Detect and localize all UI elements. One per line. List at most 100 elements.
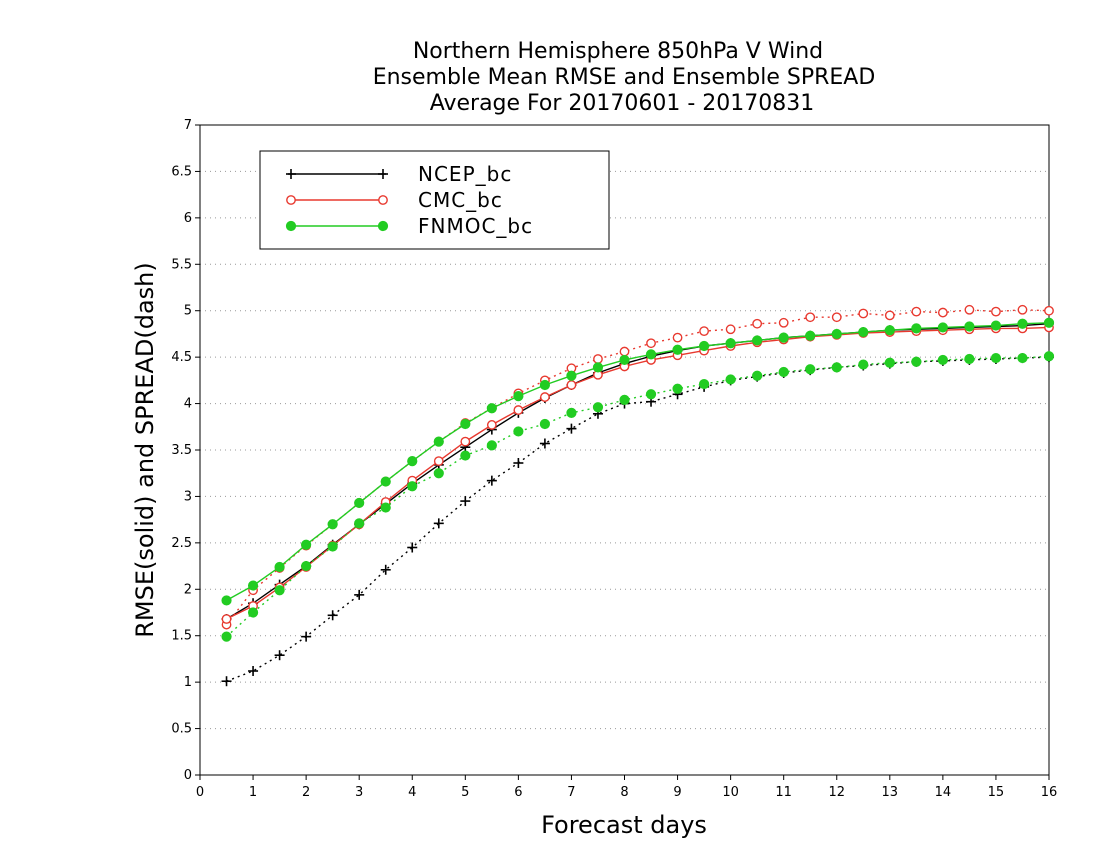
x-tick-label: 11 xyxy=(775,785,792,800)
series-ncep-bc-spread-point xyxy=(539,438,550,449)
x-tick-label: 16 xyxy=(1041,785,1058,800)
series-cmc-bc-spread-point xyxy=(725,324,736,335)
legend-marker-ncep-bc xyxy=(286,169,296,179)
series-fnmoc-bc-rmse-point xyxy=(698,340,710,352)
series-fnmoc-bc-rmse-point xyxy=(301,539,312,550)
x-tick-label: 4 xyxy=(408,785,416,800)
legend-marker-ncep-bc xyxy=(378,169,388,179)
series-fnmoc-bc-spread-point xyxy=(698,378,710,390)
series-fnmoc-bc-rmse-point xyxy=(858,326,869,338)
series-cmc-bc-spread-point xyxy=(991,306,1001,317)
chart-title-line-1: Northern Hemisphere 850hPa V Wind xyxy=(413,39,823,64)
y-tick-label: 0 xyxy=(184,768,192,783)
series-cmc-bc-spread-point xyxy=(911,306,922,317)
legend-label-cmc-bc: CMC_bc xyxy=(418,188,503,212)
x-tick-label: 1 xyxy=(249,785,257,800)
series-fnmoc-bc-spread-point xyxy=(725,374,736,385)
series-cmc-bc-rmse-point xyxy=(433,456,444,467)
y-tick-label: 2.5 xyxy=(171,536,192,551)
x-tick-label: 7 xyxy=(567,785,575,800)
series-fnmoc-bc-rmse-point xyxy=(274,561,285,573)
y-tick-label: 5.5 xyxy=(171,257,192,272)
series-cmc-bc-spread-point xyxy=(672,332,683,343)
series-fnmoc-bc-spread-point xyxy=(937,354,948,366)
series-cmc-bc-spread-point xyxy=(831,312,842,323)
series-fnmoc-bc-rmse-point xyxy=(566,370,577,381)
series-fnmoc-bc-rmse-point xyxy=(380,476,391,487)
series-fnmoc-bc-spread-point xyxy=(221,631,232,642)
series-ncep-bc-spread-point xyxy=(460,496,471,507)
x-tick-label: 12 xyxy=(828,785,845,800)
series-ncep-bc-spread-point xyxy=(486,475,497,486)
x-tick-label: 5 xyxy=(461,785,469,800)
series-fnmoc-bc-spread-point xyxy=(619,394,630,405)
y-axis-label: RMSE(solid) and SPREAD(dash) xyxy=(131,262,159,638)
series-cmc-bc-spread-point xyxy=(752,318,763,329)
series-fnmoc-bc-spread-point xyxy=(433,468,444,479)
series-fnmoc-bc-spread-point xyxy=(1043,351,1055,362)
series-fnmoc-bc-rmse-point xyxy=(1043,317,1055,328)
legend-marker-cmc-bc xyxy=(286,195,296,205)
series-fnmoc-bc-rmse-point xyxy=(513,391,524,402)
series-fnmoc-bc-rmse-point xyxy=(805,330,816,341)
series-fnmoc-bc-rmse-point xyxy=(725,338,736,349)
series-ncep-bc-rmse-line xyxy=(226,323,1050,620)
series-cmc-bc-rmse-point xyxy=(460,436,471,447)
series-fnmoc-bc-spread-point xyxy=(805,364,816,375)
series-cmc-bc-spread-point xyxy=(646,338,656,349)
series-ncep-bc-spread-point xyxy=(221,676,232,687)
series-cmc-bc-spread-point xyxy=(699,326,709,337)
series-fnmoc-bc-rmse-point xyxy=(221,595,232,606)
series-fnmoc-bc-spread-point xyxy=(911,356,922,367)
y-tick-label: 3.5 xyxy=(171,443,192,458)
series-fnmoc-bc-spread-point xyxy=(645,389,657,400)
series-ncep-bc-spread-point xyxy=(407,542,418,553)
y-tick-label: 6.5 xyxy=(171,164,192,179)
series-fnmoc-bc-rmse-point xyxy=(937,322,948,333)
series-ncep-bc-spread-point xyxy=(274,650,285,661)
series-cmc-bc-spread-point xyxy=(1044,305,1054,316)
x-tick-label: 13 xyxy=(882,785,899,800)
x-tick-label: 8 xyxy=(620,785,628,800)
series-fnmoc-bc-rmse-point xyxy=(460,418,471,430)
legend-marker-fnmoc-bc xyxy=(285,220,297,232)
series-fnmoc-bc-rmse-point xyxy=(990,320,1002,331)
series-fnmoc-bc-spread-point xyxy=(407,481,418,492)
series-fnmoc-bc-rmse-point xyxy=(752,335,763,346)
series-fnmoc-bc-rmse-point xyxy=(1017,318,1028,329)
series-ncep-bc-spread-point xyxy=(513,458,524,468)
series-cmc-bc-spread-point xyxy=(858,308,869,319)
series-fnmoc-bc-spread-point xyxy=(486,440,497,451)
series-ncep-bc-spread-point xyxy=(566,423,577,434)
series-fnmoc-bc-spread-point xyxy=(327,541,338,552)
y-tick-label: 1 xyxy=(184,675,192,690)
series-cmc-bc-spread-point xyxy=(964,304,975,315)
y-tick-label: 3 xyxy=(184,489,192,504)
x-tick-label: 0 xyxy=(196,785,204,800)
series-ncep-bc-spread-point xyxy=(433,518,444,529)
y-tick-label: 4 xyxy=(184,397,192,412)
series-fnmoc-bc-spread-point xyxy=(539,418,551,430)
x-tick-label: 14 xyxy=(935,785,952,800)
series-fnmoc-bc-spread-point xyxy=(884,357,895,368)
series-fnmoc-bc-rmse-point xyxy=(672,344,683,355)
series-fnmoc-bc-rmse-point xyxy=(486,403,497,414)
x-tick-label: 3 xyxy=(355,785,363,800)
chart-title-line-2: Ensemble Mean RMSE and Ensemble SPREAD xyxy=(373,65,876,90)
series-cmc-bc-rmse-line xyxy=(226,326,1050,620)
series-cmc-bc-spread-point xyxy=(619,346,630,357)
series-fnmoc-bc-spread-point xyxy=(380,502,391,513)
series-fnmoc-bc-rmse-point xyxy=(433,436,444,447)
series-fnmoc-bc-rmse-point xyxy=(247,580,259,591)
x-tick-label: 9 xyxy=(673,785,681,800)
series-fnmoc-bc-spread-point xyxy=(592,402,604,413)
series-cmc-bc-spread-point xyxy=(778,317,789,328)
series-fnmoc-bc-rmse-point xyxy=(354,497,365,509)
series-fnmoc-bc-rmse-point xyxy=(327,519,338,530)
y-tick-label: 0.5 xyxy=(171,722,192,737)
series-fnmoc-bc-spread-point xyxy=(831,362,842,373)
x-tick-label: 10 xyxy=(722,785,739,800)
series-fnmoc-bc-spread-point xyxy=(247,607,259,618)
series-fnmoc-bc-spread-point xyxy=(274,585,285,596)
